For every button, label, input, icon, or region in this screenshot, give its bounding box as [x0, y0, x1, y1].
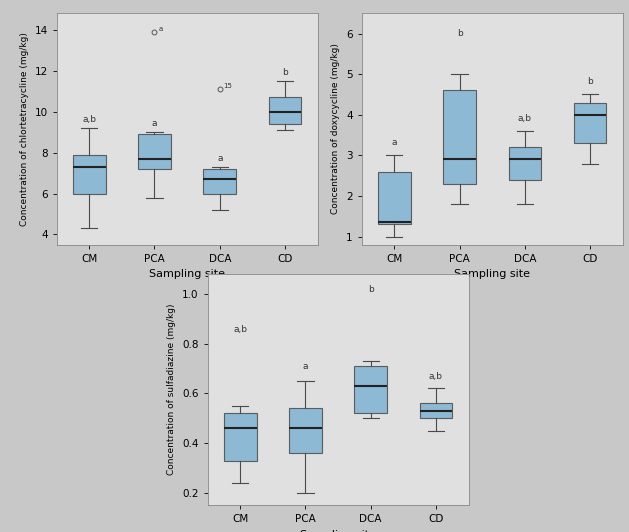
Text: a,b: a,b	[518, 114, 532, 123]
Text: a,b: a,b	[82, 115, 96, 124]
Text: b: b	[457, 29, 462, 38]
X-axis label: Sampling site: Sampling site	[454, 269, 530, 279]
PathPatch shape	[73, 155, 106, 194]
PathPatch shape	[420, 403, 452, 418]
Text: 15: 15	[224, 83, 233, 89]
Text: a: a	[303, 362, 308, 371]
Text: a: a	[159, 26, 163, 32]
PathPatch shape	[574, 103, 606, 143]
X-axis label: Sampling site: Sampling site	[300, 530, 376, 532]
Text: a: a	[217, 154, 223, 163]
Text: b: b	[368, 285, 374, 294]
PathPatch shape	[138, 134, 171, 169]
Text: a: a	[152, 119, 157, 128]
PathPatch shape	[354, 366, 387, 413]
PathPatch shape	[508, 147, 541, 180]
Y-axis label: Concentration of sulfadiazine (mg/kg): Concentration of sulfadiazine (mg/kg)	[167, 304, 177, 476]
PathPatch shape	[269, 97, 301, 124]
PathPatch shape	[224, 413, 257, 461]
Text: a,b: a,b	[233, 325, 247, 334]
Text: b: b	[587, 77, 593, 86]
PathPatch shape	[289, 409, 322, 453]
X-axis label: Sampling site: Sampling site	[149, 269, 225, 279]
PathPatch shape	[443, 90, 476, 184]
PathPatch shape	[203, 169, 236, 194]
Text: a: a	[392, 138, 397, 147]
Text: a,b: a,b	[429, 372, 443, 381]
Y-axis label: Concentration of chlortetracycline (mg/kg): Concentration of chlortetracycline (mg/k…	[19, 32, 29, 226]
PathPatch shape	[378, 172, 411, 225]
Text: b: b	[282, 68, 288, 77]
Y-axis label: Concentration of doxycycline (mg/kg): Concentration of doxycycline (mg/kg)	[331, 44, 340, 214]
